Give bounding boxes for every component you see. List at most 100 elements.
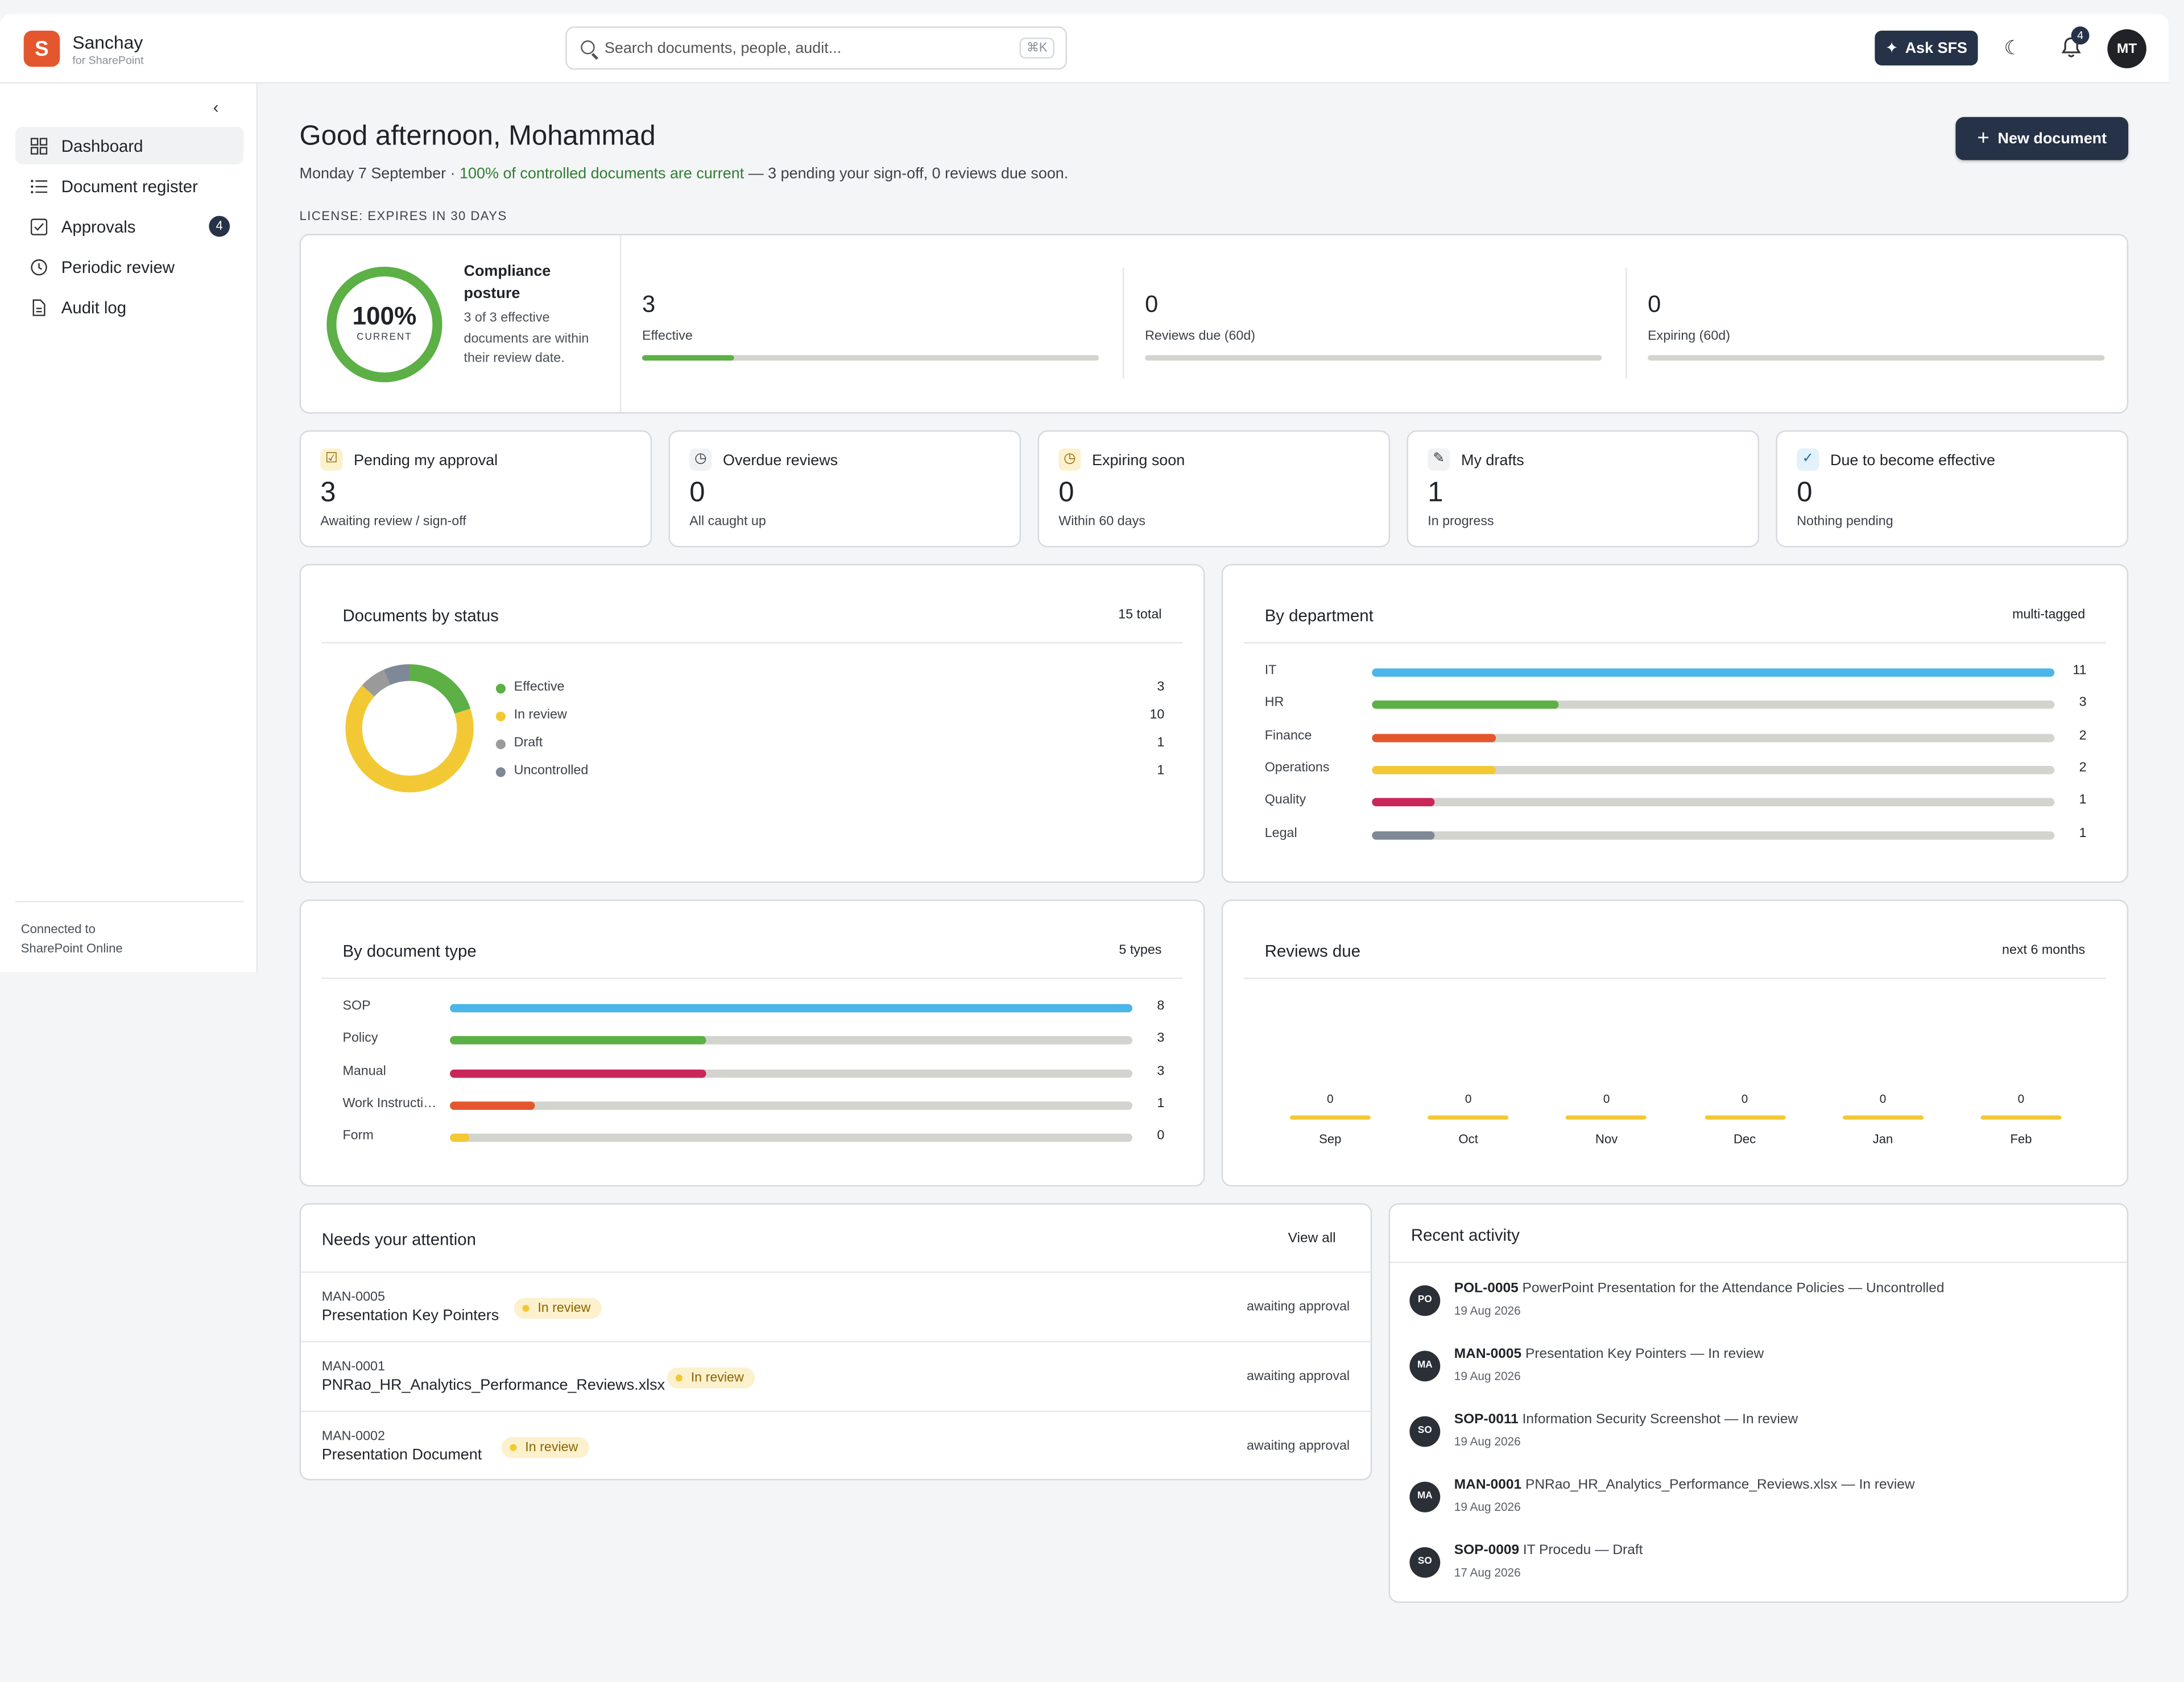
- legend-value: 1: [1157, 735, 1165, 751]
- bar-fill[interactable]: [1372, 830, 1434, 839]
- stat-subtitle: Within 60 days: [1058, 513, 1145, 529]
- status-badge: In review: [514, 1298, 602, 1319]
- stat-expiring-soon[interactable]: ◷ Expiring soon 0 Within 60 days: [1037, 430, 1391, 548]
- bar-fill[interactable]: [450, 1101, 536, 1110]
- legend-swatch: [495, 739, 506, 749]
- review-bar[interactable]: [1289, 1115, 1371, 1120]
- stat-subtitle: In progress: [1428, 513, 1494, 529]
- sidebar-item-label: Periodic review: [61, 256, 175, 277]
- bar-row: HR 3: [1265, 695, 2087, 715]
- compliance-percent: 100%: [352, 302, 417, 330]
- sidebar-item-periodic-review[interactable]: Periodic review: [15, 248, 244, 285]
- review-month-label: Feb: [2010, 1132, 2032, 1146]
- stat-my-drafts[interactable]: ✎ My drafts 1 In progress: [1407, 430, 1760, 548]
- attention-row[interactable]: MAN-0005 Presentation Key Pointers In re…: [300, 1271, 1371, 1341]
- sidebar-item-dashboard[interactable]: Dashboard: [15, 126, 244, 164]
- bar-track: [450, 1036, 1133, 1045]
- sidebar-item-label: Document register: [61, 176, 198, 196]
- bar-label: Legal: [1264, 825, 1297, 840]
- review-bar[interactable]: [1704, 1115, 1785, 1120]
- user-avatar[interactable]: MT: [2107, 29, 2146, 69]
- metric-progress-track: [1648, 355, 2105, 361]
- dark-mode-toggle-icon[interactable]: ☾: [2004, 36, 2022, 59]
- bar-fill[interactable]: [450, 1133, 470, 1142]
- metric-value: 0: [1648, 291, 1661, 318]
- list-icon: [31, 179, 48, 193]
- bar-row: Legal 1: [1265, 825, 2087, 844]
- donut-slice-effective[interactable]: [345, 664, 474, 793]
- approval-state: awaiting approval: [1247, 1299, 1350, 1315]
- bar-track: [450, 1004, 1133, 1013]
- panel-divider: [1243, 977, 2106, 979]
- new-document-button[interactable]: + New document: [1955, 117, 2129, 160]
- review-month-column: 0 Nov: [1566, 1092, 1647, 1146]
- review-count: 0: [1326, 1092, 1334, 1106]
- bar-fill[interactable]: [1372, 765, 1496, 774]
- bar-value: 3: [1157, 1030, 1165, 1046]
- bar-fill[interactable]: [450, 1004, 1133, 1013]
- review-bar[interactable]: [1566, 1115, 1647, 1120]
- donut-slice-in-review[interactable]: [345, 664, 474, 793]
- notifications-bell-icon[interactable]: 4: [2059, 26, 2090, 60]
- stat-due-effective[interactable]: ✓ Due to become effective 0 Nothing pend…: [1776, 430, 2129, 548]
- bar-fill[interactable]: [450, 1036, 706, 1045]
- review-bar[interactable]: [1842, 1115, 1924, 1120]
- review-bar[interactable]: [1428, 1115, 1509, 1120]
- status-donut-chart: [345, 664, 474, 793]
- bar-label: HR: [1264, 695, 1284, 711]
- compliance-description: 3 of 3 effective documents are within th…: [464, 310, 589, 367]
- global-search[interactable]: ⌘K: [565, 26, 1067, 70]
- review-month-column: 0 Oct: [1428, 1092, 1509, 1146]
- stat-overdue-reviews[interactable]: ◷ Overdue reviews 0 All caught up: [668, 430, 1021, 548]
- attention-row[interactable]: MAN-0002 Presentation Document In review…: [300, 1410, 1371, 1480]
- activity-item[interactable]: SO SOP-0011 Information Security Screensh…: [1409, 1412, 2106, 1459]
- legend-item: Uncontrolled 1: [495, 763, 1165, 782]
- sidebar-item-label: Audit log: [61, 297, 127, 317]
- collapse-sidebar-icon[interactable]: ‹: [213, 97, 219, 117]
- new-document-label: New document: [1997, 130, 2107, 147]
- bar-value: 3: [2079, 695, 2087, 711]
- app-logo[interactable]: S: [23, 30, 60, 67]
- activity-item[interactable]: MA MAN-0001 PNRao_HR_Analytics_Performanc…: [1409, 1477, 2106, 1524]
- bar-fill[interactable]: [1372, 798, 1434, 807]
- sidebar-item-audit-log[interactable]: Audit log: [15, 288, 244, 326]
- activity-item[interactable]: SO SOP-0009 IT Procedu — Draft 17 Aug 2026: [1409, 1543, 2106, 1590]
- panel-title: Recent activity: [1410, 1225, 1520, 1245]
- attention-row[interactable]: MAN-0001 PNRao_HR_Analytics_Performance_…: [300, 1341, 1371, 1410]
- sparkle-icon: ✦: [1885, 40, 1898, 57]
- activity-text: SOP-0011 Information Security Screenshot…: [1454, 1412, 1798, 1427]
- activity-date: 19 Aug 2026: [1454, 1499, 1521, 1514]
- page-subtitle: Monday 7 September · 100% of controlled …: [300, 165, 1069, 182]
- metric-divider: [1625, 267, 1627, 379]
- view-all-link[interactable]: View all: [1288, 1231, 1336, 1246]
- file-icon: [32, 299, 46, 316]
- metric-divider: [1122, 267, 1124, 379]
- activity-item[interactable]: PO POL-0005 PowerPoint Presentation for t…: [1409, 1281, 2106, 1328]
- bar-row: Policy 3: [342, 1031, 1164, 1050]
- stat-title: Pending my approval: [354, 452, 498, 470]
- stat-pending-approval[interactable]: ☑ Pending my approval 3 Awaiting review …: [299, 430, 652, 548]
- bar-fill[interactable]: [1372, 701, 1558, 710]
- activity-avatar: SO: [1409, 1416, 1441, 1447]
- bar-fill[interactable]: [1372, 668, 2055, 677]
- activity-date: 19 Aug 2026: [1454, 1369, 1521, 1383]
- activity-date: 19 Aug 2026: [1454, 1434, 1521, 1448]
- compliance-percent-label: CURRENT: [357, 333, 412, 343]
- notification-count-badge: 4: [2071, 26, 2090, 45]
- bar-row: Quality 1: [1265, 793, 2087, 812]
- sidebar-item-approvals[interactable]: Approvals 4: [15, 208, 244, 245]
- bar-fill[interactable]: [450, 1068, 706, 1078]
- review-bar[interactable]: [1980, 1115, 2062, 1120]
- stat-title: Overdue reviews: [723, 452, 838, 470]
- edit-check-icon: ☑: [320, 448, 343, 471]
- bar-value: 0: [1157, 1128, 1165, 1144]
- review-month-label: Dec: [1733, 1132, 1756, 1146]
- bar-value: 2: [2079, 760, 2087, 776]
- search-input[interactable]: [604, 36, 1009, 61]
- bar-fill[interactable]: [1372, 733, 1496, 742]
- pending-summary-text: — 3 pending your sign-off, 0 reviews due…: [744, 165, 1069, 183]
- bar-label: SOP: [342, 998, 371, 1014]
- activity-item[interactable]: MA MAN-0005 Presentation Key Pointers — I…: [1409, 1347, 2106, 1394]
- sidebar-item-document-register[interactable]: Document register: [15, 167, 244, 205]
- ask-sfs-button[interactable]: ✦ Ask SFS: [1875, 30, 1978, 66]
